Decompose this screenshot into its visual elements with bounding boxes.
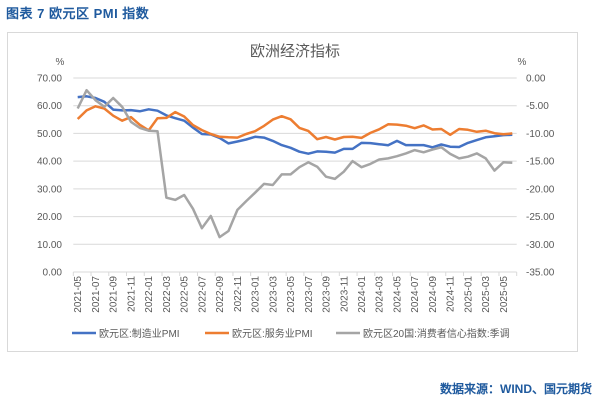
left-y-tick: 10.00: [37, 240, 62, 251]
x-tick-label: 2023-11: [339, 276, 350, 312]
right-y-tick: 0.00: [526, 74, 546, 85]
right-axis-unit: %: [518, 57, 527, 68]
x-tick-label: 2023-01: [251, 276, 262, 313]
x-tick-label: 2022-05: [180, 276, 191, 313]
series-line-2: [76, 88, 513, 239]
x-tick-label: 2025-03: [481, 276, 492, 313]
x-tick-label: 2024-07: [410, 276, 421, 313]
left-y-tick: 70.00: [37, 74, 62, 85]
right-y-tick: -30.00: [526, 240, 555, 251]
legend-label-0: 欧元区:制造业PMI: [99, 327, 180, 340]
x-tick-label: 2022-03: [162, 276, 173, 313]
x-tick-label: 2025-05: [499, 276, 510, 313]
right-y-tick: -10.00: [526, 129, 555, 140]
data-source: 数据来源：WIND、国元期货: [440, 382, 592, 396]
chart-title: 欧洲经济指标: [250, 43, 340, 60]
x-tick-label: 2023-05: [286, 276, 297, 313]
right-y-tick: -35.00: [526, 268, 555, 279]
x-tick-label: 2022-09: [215, 276, 226, 313]
x-tick-label: 2023-09: [322, 276, 333, 313]
left-y-tick: 50.00: [37, 129, 62, 140]
x-tick-label: 2024-01: [357, 276, 368, 313]
series-line-1: [76, 105, 513, 141]
right-y-tick: -20.00: [526, 184, 555, 195]
x-tick-label: 2021-07: [91, 276, 102, 313]
x-tick-label: 2022-01: [144, 276, 155, 313]
right-y-tick: -5.00: [526, 101, 549, 112]
series-line-0: [77, 95, 513, 155]
x-tick-label: 2024-05: [392, 276, 403, 313]
x-tick-label: 2021-11: [126, 276, 137, 312]
left-y-tick: 40.00: [37, 157, 62, 168]
x-tick-label: 2024-11: [446, 276, 457, 312]
x-tick-label: 2021-05: [73, 276, 84, 313]
left-y-tick: 60.00: [37, 101, 62, 112]
legend-label-1: 欧元区:服务业PMI: [232, 327, 313, 340]
x-tick-label: 2024-03: [375, 276, 386, 313]
left-y-tick: 30.00: [37, 184, 62, 195]
x-tick-label: 2025-01: [463, 276, 474, 313]
left-y-tick: 0.00: [43, 268, 63, 279]
x-tick-label: 2022-07: [197, 276, 208, 313]
figure-title: 图表 7 欧元区 PMI 指数: [6, 6, 150, 21]
chart-frame: [7, 32, 578, 352]
x-tick-label: 2021-09: [109, 276, 120, 313]
x-tick-label: 2023-03: [268, 276, 279, 313]
x-tick-label: 2024-09: [428, 276, 439, 313]
right-y-tick: -25.00: [526, 212, 555, 223]
x-tick-label: 2023-07: [304, 276, 315, 313]
x-tick-label: 2022-11: [233, 276, 244, 312]
left-y-tick: 20.00: [37, 212, 62, 223]
right-y-tick: -15.00: [526, 157, 555, 168]
left-axis-unit: %: [56, 57, 65, 68]
legend-label-2: 欧元区20国:消费者信心指数:季调: [363, 327, 510, 340]
